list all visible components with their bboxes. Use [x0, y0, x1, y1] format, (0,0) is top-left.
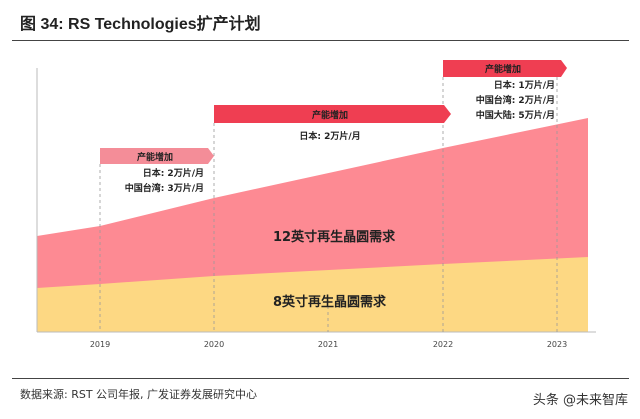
x-tick: 2022	[432, 340, 454, 349]
expansion-banner-2019: 产能增加	[136, 153, 173, 163]
expansion-banner-2020: 产能增加	[311, 111, 348, 121]
note-line: 中国台湾: 3万片/月	[124, 184, 204, 194]
note-line: 日本: 2万片/月	[142, 169, 204, 179]
x-tick: 2023	[546, 340, 568, 349]
area-label-8inch: 8英寸再生晶圆需求	[273, 295, 387, 310]
footer-divider	[12, 378, 629, 379]
banner-shape-2019	[100, 148, 214, 164]
area-8inch	[37, 257, 588, 332]
note-line: 日本: 1万片/月	[493, 81, 555, 91]
area-label-12inch: 12英寸再生晶圆需求	[273, 230, 396, 245]
note-line: 中国大陆: 5万片/月	[475, 111, 555, 121]
note-line: 中国台湾: 2万片/月	[475, 96, 555, 106]
banner-shape-2022	[443, 60, 567, 77]
expansion-notes-2019: 日本: 2万片/月 中国台湾: 3万片/月	[100, 167, 204, 197]
x-tick: 2019	[89, 340, 111, 349]
expansion-banner-2022: 产能增加	[484, 65, 521, 75]
note-line: 日本: 2万片/月	[299, 132, 361, 142]
figure-title: 图 34: RS Technologies扩产计划	[20, 16, 261, 33]
expansion-notes-2022: 日本: 1万片/月 中国台湾: 2万片/月 中国大陆: 5万片/月	[443, 79, 555, 124]
expansion-notes-2020: 日本: 2万片/月	[214, 130, 446, 145]
watermark: 头条 @未来智库	[532, 393, 628, 408]
x-tick: 2021	[317, 340, 339, 349]
title-divider	[12, 40, 629, 41]
source-note: 数据来源: RST 公司年报, 广发证券发展研究中心	[20, 388, 258, 401]
x-tick: 2020	[203, 340, 225, 349]
banner-shape-2020	[214, 105, 451, 123]
